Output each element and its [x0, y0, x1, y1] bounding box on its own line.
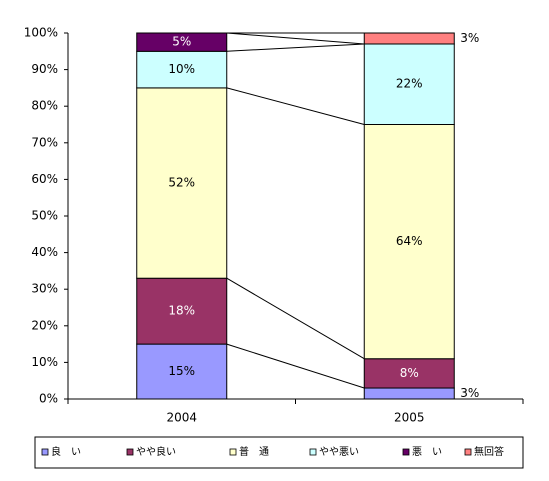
legend-swatch [464, 448, 472, 456]
data-label: 3% [460, 31, 479, 45]
y-tick-label: 50% [31, 209, 58, 223]
legend-swatch [41, 448, 49, 456]
bar-segment [363, 43, 455, 125]
bar-segment [136, 50, 228, 89]
connector-line [226, 43, 365, 52]
legend-label: 無回答 [474, 445, 504, 458]
y-tick-label: 60% [31, 172, 58, 186]
connector-line [226, 343, 365, 389]
bar-segment [136, 87, 228, 279]
data-label: 3% [460, 386, 479, 400]
data-label: 10% [168, 62, 195, 76]
bar-segment [363, 358, 455, 389]
connector-line [226, 277, 365, 360]
legend-label: やや良い [136, 445, 176, 458]
y-tick-label: 10% [31, 355, 58, 369]
bar-segment [363, 124, 455, 360]
y-tick-label: 90% [31, 62, 58, 76]
legend-label: 普 通 [239, 445, 269, 458]
legend-label: やや悪い [319, 446, 359, 458]
y-tick-label: 20% [31, 318, 58, 332]
data-label: 64% [396, 234, 423, 248]
legend-swatch [402, 448, 410, 456]
y-tick-label: 100% [24, 26, 58, 40]
legend-swatch [126, 448, 134, 456]
bar-segment [136, 343, 228, 400]
legend-swatch [309, 448, 317, 456]
data-label: 52% [168, 176, 195, 190]
legend-label: 悪 い [412, 446, 442, 458]
x-tick-label: 2005 [394, 411, 425, 425]
y-tick-label: 30% [31, 282, 58, 296]
legend-swatch [229, 448, 237, 456]
legend-label: 良 い [51, 445, 81, 458]
y-tick-label: 40% [31, 245, 58, 259]
data-label: 8% [400, 366, 419, 380]
bar-segment [136, 277, 228, 345]
bar-segment [363, 387, 455, 400]
connector-line [226, 87, 365, 125]
data-label: 22% [396, 77, 423, 91]
y-tick-label: 80% [31, 99, 58, 113]
data-label: 15% [168, 364, 195, 378]
data-label: 5% [172, 35, 191, 49]
connector-line [226, 32, 365, 45]
legend-box [34, 436, 524, 469]
data-label: 18% [168, 304, 195, 318]
y-tick-label: 70% [31, 135, 58, 149]
x-tick-label: 2004 [166, 411, 197, 425]
y-tick-label: 0% [39, 392, 58, 406]
bar-segment [363, 32, 455, 45]
bar-segment [136, 32, 228, 52]
